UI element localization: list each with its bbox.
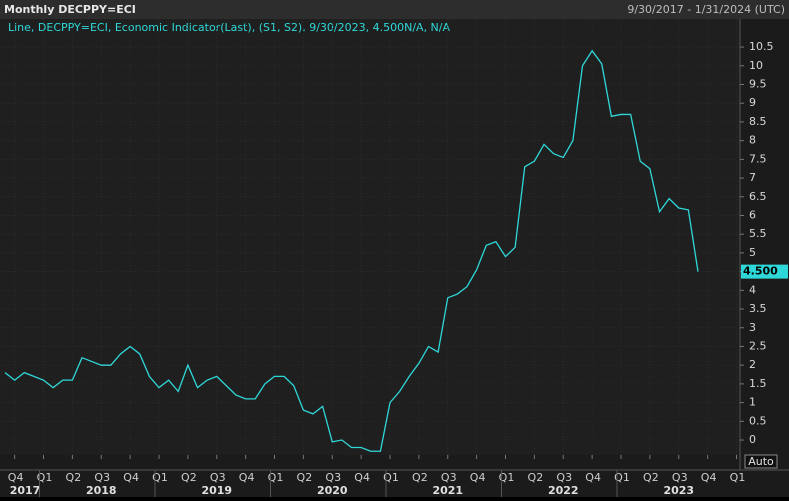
x-tick-label: Q1 xyxy=(499,471,515,484)
y-tick-label: 8.5 xyxy=(749,115,767,128)
y-tick-label: 7 xyxy=(749,171,756,184)
year-label: 2019 xyxy=(201,484,232,497)
header-bar xyxy=(0,0,789,19)
legend-entry: Line, DECPPY=ECI, Economic Indicator(Las… xyxy=(8,21,450,34)
y-tick-label: 9.5 xyxy=(749,77,767,90)
x-tick-label: Q3 xyxy=(210,471,226,484)
x-tick-label: Q4 xyxy=(585,471,601,484)
year-label: 2017 xyxy=(10,484,41,497)
x-tick-label: Q3 xyxy=(94,471,110,484)
y-tick-label: 7.5 xyxy=(749,152,767,165)
y-tick-label: 1 xyxy=(749,396,756,409)
y-tick-label: 6 xyxy=(749,208,756,221)
x-tick-label: Q4 xyxy=(354,471,370,484)
x-tick-label: Q1 xyxy=(614,471,630,484)
x-tick-label: Q4 xyxy=(239,471,255,484)
y-tick-label: 10.5 xyxy=(749,40,774,53)
x-tick-label: Q2 xyxy=(528,471,544,484)
x-tick-label: Q3 xyxy=(672,471,688,484)
y-tick-label: 0.5 xyxy=(749,414,767,427)
y-tick-label: 2.5 xyxy=(749,339,767,352)
y-tick-label: 3.5 xyxy=(749,302,767,315)
data-line xyxy=(4,49,699,452)
chart-title: Monthly DECPPY=ECI xyxy=(4,3,136,16)
y-tick-label: 2 xyxy=(749,358,756,371)
y-tick-label: 4 xyxy=(749,283,756,296)
auto-button[interactable] xyxy=(744,454,778,469)
date-range: 9/30/2017 - 1/31/2024 (UTC) xyxy=(627,3,785,16)
x-tick-label: Q1 xyxy=(383,471,399,484)
x-tick-label: Q3 xyxy=(441,471,457,484)
y-tick-label: 0 xyxy=(749,433,756,446)
x-tick-label: Q4 xyxy=(8,471,24,484)
x-tick-label: Q3 xyxy=(325,471,341,484)
year-label: 2020 xyxy=(317,484,348,497)
x-tick-label: Q2 xyxy=(297,471,313,484)
last-value-badge xyxy=(741,264,788,279)
auto-button-label[interactable]: Auto xyxy=(748,455,774,468)
year-label: 2023 xyxy=(663,484,694,497)
year-label: 2022 xyxy=(548,484,579,497)
x-tick-label: Q2 xyxy=(181,471,197,484)
x-tick-label: Q3 xyxy=(556,471,572,484)
last-value-label: 4.500 xyxy=(743,265,778,278)
y-tick-label: 6.5 xyxy=(749,190,767,203)
year-label: 2018 xyxy=(86,484,117,497)
x-tick-label: Q4 xyxy=(701,471,717,484)
x-tick-label: Q1 xyxy=(152,471,168,484)
y-tick-label: 8 xyxy=(749,134,756,147)
x-tick-label: Q2 xyxy=(412,471,428,484)
y-tick-label: 5 xyxy=(749,246,756,259)
x-tick-label: Q4 xyxy=(470,471,486,484)
year-label: 2021 xyxy=(432,484,463,497)
y-tick-label: 9 xyxy=(749,96,756,109)
x-tick-label: Q1 xyxy=(37,471,53,484)
y-tick-label: 10 xyxy=(749,59,763,72)
x-tick-label: Q4 xyxy=(123,471,139,484)
y-tick-label: 1.5 xyxy=(749,377,767,390)
x-tick-label: Q1 xyxy=(268,471,284,484)
y-tick-label: 5.5 xyxy=(749,227,767,240)
y-tick-label: 3 xyxy=(749,321,756,334)
x-tick-label: Q2 xyxy=(643,471,659,484)
plot-area xyxy=(0,19,740,455)
x-tick-label: Q1 xyxy=(730,471,746,484)
x-tick-label: Q2 xyxy=(66,471,82,484)
